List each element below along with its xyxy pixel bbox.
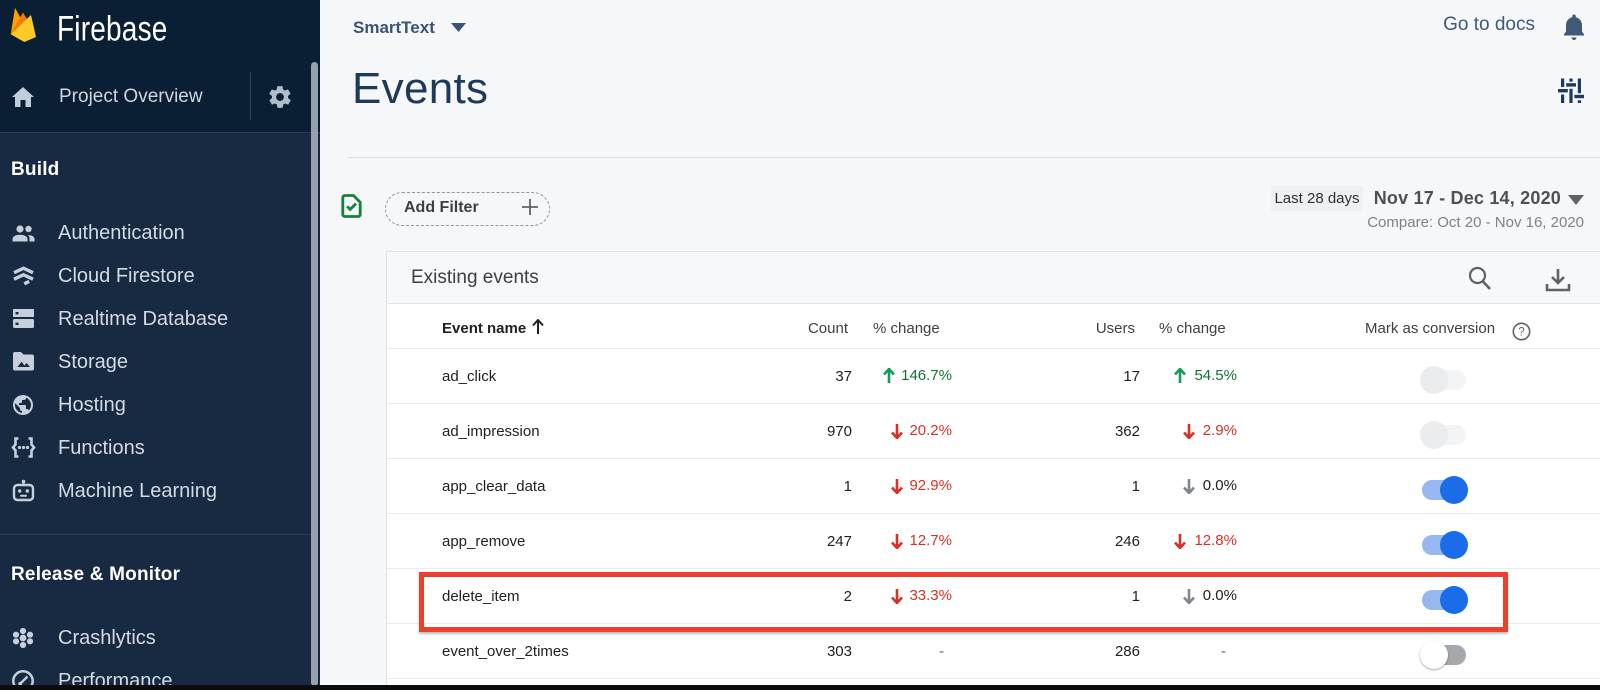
svg-text:?: ?	[1518, 327, 1524, 339]
